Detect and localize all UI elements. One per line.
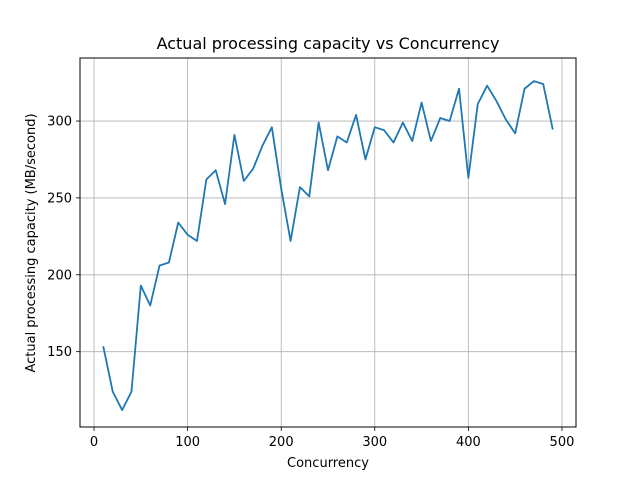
x-tick-label: 200 — [269, 435, 294, 450]
x-tick-label: 100 — [175, 435, 200, 450]
plot-frame — [79, 57, 577, 428]
y-ticks: 150 200 250 300 — [47, 115, 80, 360]
y-tick-label: 250 — [47, 191, 72, 206]
x-axis-label: Concurrency — [287, 456, 369, 471]
x-tick-label: 0 — [90, 435, 98, 450]
x-ticks: 0 100 200 300 400 500 — [90, 427, 574, 450]
y-tick-label: 200 — [47, 268, 72, 283]
y-tick-label: 300 — [47, 115, 72, 130]
y-tick-label: 150 — [47, 345, 72, 360]
grid-lines — [80, 58, 576, 427]
x-tick-label: 500 — [550, 435, 575, 450]
x-tick-label: 300 — [362, 435, 387, 450]
y-axis-label: Actual processing capacity (MB/second) — [24, 113, 39, 372]
chart-title: Actual processing capacity vs Concurrenc… — [157, 34, 500, 53]
series-line-group — [102, 80, 554, 411]
x-tick-label: 400 — [456, 435, 481, 450]
series-line — [102, 80, 554, 411]
